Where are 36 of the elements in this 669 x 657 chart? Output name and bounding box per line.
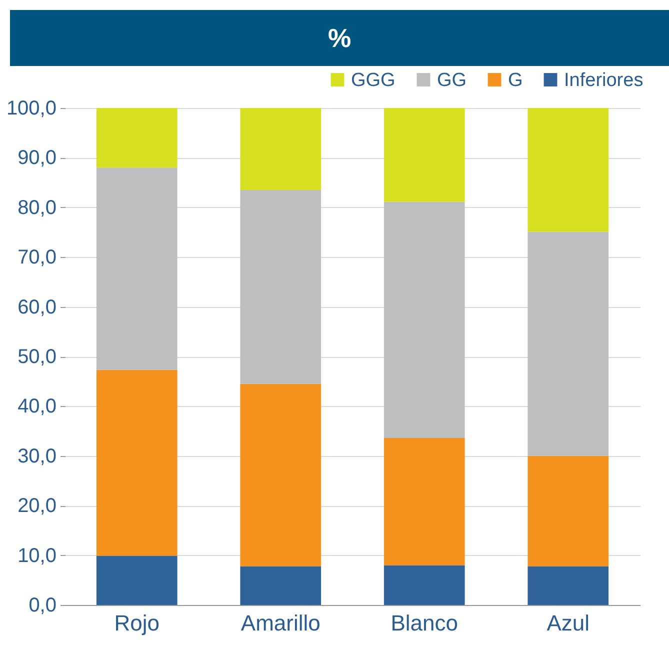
x-tick-label: Rojo xyxy=(114,610,160,636)
legend-label: G xyxy=(508,70,523,91)
bar xyxy=(384,108,465,202)
chart-title: % xyxy=(10,10,669,66)
bar xyxy=(528,456,609,566)
y-tick-label: 60,0 xyxy=(18,296,56,318)
bar xyxy=(384,565,465,605)
bar xyxy=(240,384,322,566)
bar xyxy=(528,566,609,605)
y-tick-label: 20,0 xyxy=(18,495,56,518)
y-tick-label: 40,0 xyxy=(18,396,56,418)
bar xyxy=(96,168,178,370)
bar xyxy=(528,232,609,456)
legend-label: GGG xyxy=(351,70,396,91)
y-tick-label: 0,0 xyxy=(28,594,56,616)
x-tick-label: Azul xyxy=(546,610,590,636)
bar xyxy=(384,202,465,438)
x-tick-label: Amarillo xyxy=(240,610,320,636)
y-tick-label: 80,0 xyxy=(18,196,56,219)
x-tick-label: Blanco xyxy=(390,610,458,636)
bar xyxy=(96,370,178,556)
bar xyxy=(240,566,322,605)
legend-label: GG xyxy=(437,70,467,91)
legend-label: Inferiores xyxy=(564,70,644,91)
y-tick-label: 30,0 xyxy=(18,445,56,468)
bar xyxy=(96,108,178,168)
y-tick-label: 100,0 xyxy=(6,98,56,120)
bar xyxy=(240,108,322,190)
bar xyxy=(384,438,465,566)
bar xyxy=(96,556,178,605)
bar xyxy=(240,190,322,384)
y-tick-label: 90,0 xyxy=(18,147,56,170)
y-tick-label: 70,0 xyxy=(18,246,56,269)
bar xyxy=(528,108,609,232)
y-tick-label: 10,0 xyxy=(18,544,56,567)
y-tick-label: 50,0 xyxy=(18,346,56,368)
